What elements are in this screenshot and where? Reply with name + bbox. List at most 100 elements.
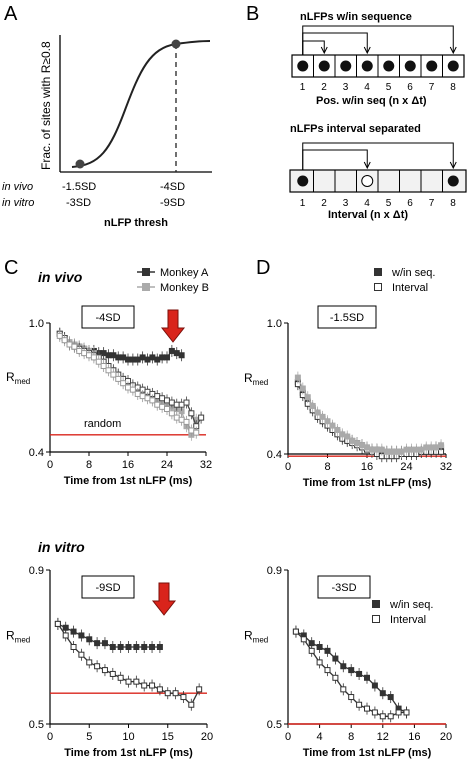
y-axis-label-sub: med xyxy=(15,377,31,386)
data-point xyxy=(117,644,124,650)
x-tick-label: 20 xyxy=(440,731,452,743)
panel-a-tick-left-vivo: -1.5SD xyxy=(62,181,96,193)
data-point xyxy=(393,448,400,455)
data-point xyxy=(100,350,107,357)
data-point xyxy=(144,356,151,363)
data-point xyxy=(94,640,101,647)
data-point xyxy=(168,347,175,354)
data-point xyxy=(54,620,61,627)
data-point xyxy=(308,647,315,654)
data-point xyxy=(141,644,148,650)
y-axis-label-sub: med xyxy=(253,635,269,644)
data-point xyxy=(316,659,323,666)
panel-a-low-point xyxy=(75,159,85,169)
data-point xyxy=(156,644,163,650)
data-point xyxy=(125,356,131,363)
legend-label: Monkey A xyxy=(160,267,209,279)
data-point xyxy=(408,446,415,453)
panel-c-row-label: in vivo xyxy=(38,269,83,285)
data-point xyxy=(388,448,395,455)
seq-dot xyxy=(297,60,309,72)
data-point xyxy=(183,399,190,406)
x-tick-label: 0 xyxy=(285,461,291,473)
data-point xyxy=(344,433,351,440)
data-point xyxy=(159,403,166,410)
x-tick-label: 24 xyxy=(161,459,173,471)
legend-marker xyxy=(142,283,150,291)
data-point xyxy=(86,636,93,643)
data-point xyxy=(115,354,122,361)
int-arrow xyxy=(302,142,454,170)
seq-arrow xyxy=(302,40,325,55)
x-tick-label: 16 xyxy=(122,459,134,471)
y-axis-label-sub: med xyxy=(253,378,269,387)
x-tick-label: 8 xyxy=(348,731,354,743)
data-point xyxy=(193,429,200,436)
legend-label: w/in seq. xyxy=(389,599,433,611)
data-point xyxy=(324,418,331,425)
data-point xyxy=(110,371,117,378)
x-tick-label: 8 xyxy=(86,459,92,471)
data-point xyxy=(178,401,185,408)
data-point xyxy=(340,686,347,693)
data-point xyxy=(168,410,175,417)
x-tick-label: 0 xyxy=(47,731,53,743)
data-point xyxy=(149,682,156,689)
data-point xyxy=(101,667,108,674)
data-point xyxy=(94,663,101,670)
data-point xyxy=(172,690,179,697)
x-tick-label: 24 xyxy=(400,461,412,473)
panel-a: Frac. of sites with R≥0.8 in vivo in vit… xyxy=(2,35,212,229)
y-tick-label: 0.5 xyxy=(267,719,282,731)
panel-a-high-point xyxy=(171,39,181,49)
y-tick-label: 0.4 xyxy=(29,447,44,459)
data-point xyxy=(117,674,124,681)
data-point xyxy=(359,442,366,449)
data-point xyxy=(139,393,146,400)
panel-a-tick-left-vitro: -3SD xyxy=(66,197,91,209)
panel-d-letter: D xyxy=(256,257,270,279)
threshold-box-frame xyxy=(317,575,371,599)
seq-dot xyxy=(426,60,438,72)
data-point xyxy=(395,709,402,716)
data-point xyxy=(56,332,63,339)
y-tick-label: 0.9 xyxy=(267,565,282,577)
chart-c: 0 8 16 24 32 0.4 1.0 Rmed Time from 1st nLFP (ms… xyxy=(6,267,212,487)
legend-label: Monkey B xyxy=(160,282,209,294)
data-point xyxy=(133,678,140,685)
data-point xyxy=(125,384,131,391)
int-number: 8 xyxy=(450,198,456,209)
int-number: 4 xyxy=(364,198,370,209)
threshold-box-frame xyxy=(81,305,135,329)
data-point xyxy=(433,444,440,451)
panel-a-sigmoid xyxy=(71,40,211,168)
seq-arrowhead xyxy=(363,46,371,55)
threshold-box-frame xyxy=(317,305,377,329)
data-point xyxy=(348,667,355,674)
y-axis-label: Rmed xyxy=(244,628,268,644)
data-point xyxy=(349,437,356,444)
int-arrow xyxy=(302,149,368,170)
seq-number: 4 xyxy=(364,82,370,93)
legend-label: w/in seq. xyxy=(391,267,435,279)
int-number: 5 xyxy=(386,198,392,209)
data-point xyxy=(66,341,73,348)
chart-f: 0 4 8 12 16 20 0.5 0.9 Rmed Time from 1st nLFP (m… xyxy=(244,565,452,759)
seq-dot xyxy=(318,60,330,72)
data-point xyxy=(324,667,331,674)
chart-d: 0 8 16 24 32 0.4 1.0 Rmed Time from 1st nLFP (ms… xyxy=(244,267,452,489)
panel-a-ylabel: Frac. of sites with R≥0.8 xyxy=(39,41,53,170)
data-point xyxy=(371,709,378,716)
data-point xyxy=(100,363,107,369)
legend-marker xyxy=(372,600,380,608)
data-point xyxy=(180,694,187,701)
data-point xyxy=(198,414,205,421)
data-point xyxy=(304,394,311,401)
data-point xyxy=(332,674,339,681)
panel-b: nLFPs w/in sequence 1 2 3 4 5 6 7 8 Pos. w/in s… xyxy=(289,11,467,221)
data-point xyxy=(188,701,195,708)
data-point xyxy=(125,644,132,650)
int-number: 1 xyxy=(300,198,306,209)
data-point xyxy=(109,644,116,650)
data-point xyxy=(81,350,88,357)
